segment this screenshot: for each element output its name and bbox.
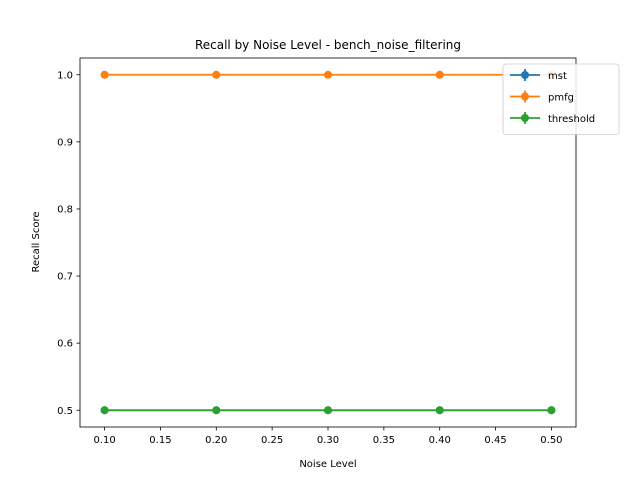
x-tick-label: 0.50	[540, 435, 562, 446]
data-point-threshold	[324, 406, 332, 415]
plot-area	[80, 58, 576, 427]
data-point-pmfg	[435, 70, 444, 79]
data-point-threshold	[212, 406, 221, 415]
y-axis-label: Recall Score	[31, 211, 42, 272]
x-axis-label: Noise Level	[299, 459, 356, 470]
legend-entry: pmfg	[510, 90, 574, 104]
series-layer	[100, 70, 556, 415]
x-tick-label: 0.15	[149, 435, 171, 446]
data-point-threshold	[547, 406, 556, 415]
series-threshold	[100, 406, 556, 415]
legend-entry: mst	[510, 69, 567, 82]
legend-label: threshold	[548, 114, 595, 125]
chart-title: Recall by Noise Level - bench_noise_filt…	[195, 38, 461, 52]
legend-marker	[521, 114, 529, 122]
legend-box	[502, 63, 620, 135]
x-tick-label: 0.20	[205, 435, 227, 446]
axes-layer: 0.10 0.15 0.20 0.25 0.30 0.35 0.40 0.45 0.50 0.5 0…	[57, 70, 562, 446]
x-tick-label: 0.30	[317, 435, 339, 446]
x-tick-label: 0.45	[484, 435, 506, 446]
legend: mst pmfg threshold	[502, 63, 620, 135]
data-point-pmfg	[100, 70, 109, 79]
data-point-threshold	[435, 406, 444, 415]
legend-label: mst	[548, 71, 567, 82]
x-tick-label: 0.10	[93, 435, 115, 446]
y-tick-label: 0.8	[57, 205, 73, 216]
legend-marker	[521, 71, 529, 79]
plot-frame	[79, 57, 577, 428]
y-tick-label: 1.0	[57, 70, 73, 81]
y-tick-label: 0.5	[57, 406, 73, 417]
y-tick-label: 0.6	[57, 339, 73, 350]
y-tick-label: 0.9	[57, 137, 73, 148]
data-point-threshold	[100, 406, 109, 415]
data-point-pmfg	[324, 70, 332, 79]
data-point-pmfg	[212, 70, 221, 79]
legend-entry: threshold	[510, 112, 595, 125]
legend-marker	[521, 92, 529, 101]
x-tick-label: 0.40	[429, 435, 451, 446]
x-tick-label: 0.35	[373, 435, 395, 446]
y-tick-label: 0.7	[57, 272, 73, 283]
x-tick-label: 0.25	[261, 435, 283, 446]
legend-label: pmfg	[548, 93, 574, 104]
